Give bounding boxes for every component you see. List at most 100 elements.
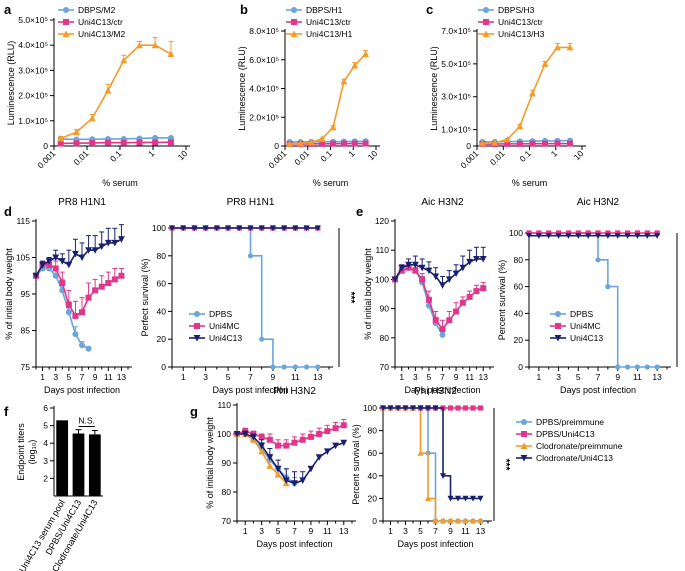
y-tick-label: 3.0×10⁵ <box>18 65 48 75</box>
y-tick-label: 60 <box>514 282 524 292</box>
ns-annotation: N.S. <box>78 415 95 425</box>
data-point <box>258 447 266 455</box>
x-tick-label: 1 <box>181 372 186 382</box>
data-point <box>59 280 66 287</box>
data-point <box>111 276 118 283</box>
data-point <box>462 517 469 524</box>
data-point <box>340 439 348 447</box>
x-tick-label: 0.001 <box>35 148 57 170</box>
y-tick-label: 40 <box>514 308 524 318</box>
chart-c: 0 1.0×10⁵ 3.0×10⁵ 5.0×10⁵ 7.0×10⁵ 0.001 0.01 0.… <box>426 2 586 188</box>
bar <box>56 420 69 496</box>
y-axis-label: Perfect survival (%) <box>140 258 150 336</box>
y-tick-label: 100 <box>363 403 377 413</box>
data-point <box>89 139 96 146</box>
data-point <box>624 364 631 370</box>
data-point <box>270 364 276 370</box>
data-point <box>479 255 487 263</box>
legend-entry: Uni4C13 <box>209 333 242 343</box>
legend-swatch-marker <box>63 7 69 13</box>
y-axis-label: Luminescence (RLU) <box>429 46 439 131</box>
data-point <box>417 405 424 412</box>
panel-label: d <box>4 204 12 219</box>
data-point <box>542 140 549 147</box>
x-tick-label: 13 <box>117 372 127 382</box>
data-point <box>57 134 65 142</box>
y-axis-label: Endpoint titers <box>16 423 26 481</box>
data-point <box>604 233 611 239</box>
y-tick-label: 3.0×10⁵ <box>441 92 471 102</box>
data-point <box>554 140 561 147</box>
x-axis-label: % serum <box>102 178 138 188</box>
data-point <box>566 43 574 51</box>
data-point <box>391 276 399 283</box>
data-point <box>79 342 85 349</box>
x-tick-label: 9 <box>309 526 314 536</box>
y-tick-label: 90 <box>222 458 232 468</box>
significance-marker: *** <box>683 294 685 306</box>
y-tick-label: 80 <box>157 251 167 261</box>
y-tick-label: 4 <box>43 438 48 448</box>
data-point <box>314 225 321 232</box>
legend-swatch-marker <box>291 19 297 25</box>
data-point <box>418 264 426 272</box>
y-tick-label: 0 <box>161 362 166 372</box>
data-point <box>595 230 601 236</box>
data-point <box>250 433 257 441</box>
legend-entry: Uni4C13 <box>570 333 603 343</box>
data-point <box>477 495 484 502</box>
data-point <box>105 280 112 287</box>
y-tick-label: 3 <box>43 456 48 466</box>
series-clodronate-preimmune <box>380 404 484 524</box>
legend-swatch-marker <box>521 419 527 425</box>
data-point <box>634 364 641 370</box>
x-tick-label: 13 <box>478 372 488 382</box>
data-point <box>258 433 265 440</box>
data-point <box>291 480 298 487</box>
x-axis-label: Days post infection <box>404 385 480 395</box>
data-point <box>269 225 276 232</box>
data-point <box>72 312 79 319</box>
y-tick-label: 105 <box>16 253 30 263</box>
y-tick-label: 6 <box>43 403 48 413</box>
x-tick-label: 5 <box>226 372 231 382</box>
data-point <box>104 239 112 247</box>
x-tick-label: 9 <box>615 372 620 382</box>
x-tick-label: 3 <box>556 372 561 382</box>
chart-b: 0 2.0×10⁵ 4.0×10⁵ 6.0×10⁵ 8.0×10⁵ 0.001 0.01 0.… <box>237 2 380 188</box>
data-point <box>362 50 370 57</box>
bar <box>88 434 101 496</box>
legend: DBPS/M2 Uni4C13/ctr Uni4C13/M2 <box>58 5 126 39</box>
legend-entry: Uni4MC <box>209 321 240 331</box>
series-clodronate-uni4c13 <box>380 405 484 502</box>
data-point <box>440 473 446 479</box>
y-tick-label: 70 <box>222 516 232 526</box>
data-point <box>575 230 581 236</box>
y-tick-label: 110 <box>217 400 231 410</box>
data-point <box>39 261 46 269</box>
data-point <box>470 405 476 411</box>
legend-swatch-marker <box>483 19 489 25</box>
y-tick-label: 4.0×10⁵ <box>18 40 48 50</box>
data-point <box>644 233 651 239</box>
data-point <box>297 139 304 147</box>
legend-swatch-marker <box>194 311 200 317</box>
data-point <box>259 336 265 342</box>
data-point <box>282 477 290 484</box>
data-point <box>118 272 125 279</box>
x-tick-label: 1 <box>399 372 404 382</box>
data-point <box>526 233 532 239</box>
data-point <box>504 140 511 147</box>
data-point <box>462 495 469 502</box>
x-tick-label: 7 <box>80 372 85 382</box>
data-point <box>439 331 446 338</box>
data-point <box>615 364 621 370</box>
data-point <box>319 140 326 147</box>
legend: DPBS Uni4MC Uni4C13 <box>189 309 242 343</box>
data-point <box>470 517 476 524</box>
y-tick-label: 95 <box>21 289 31 299</box>
x-tick-label: 13 <box>652 372 662 382</box>
